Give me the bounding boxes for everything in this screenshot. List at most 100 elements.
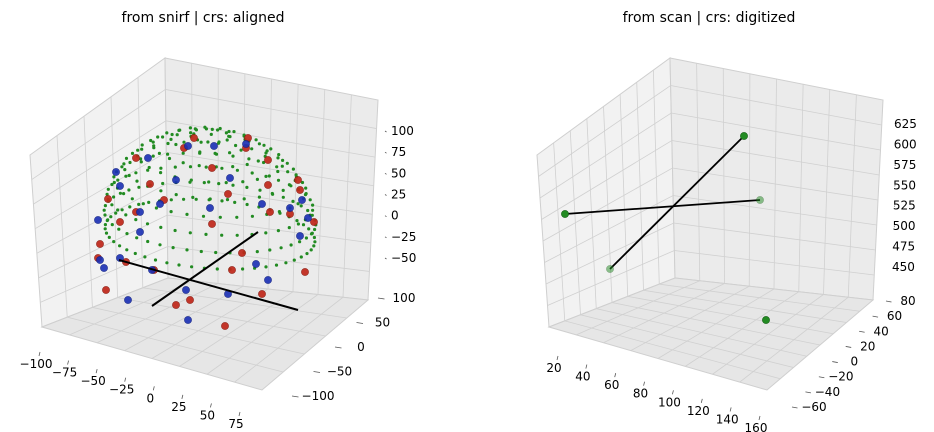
right-gridline-y bbox=[586, 118, 807, 357]
left-source-marker bbox=[96, 240, 104, 248]
right-x-tick-label: 120 bbox=[687, 404, 710, 418]
left-channel-point bbox=[241, 180, 245, 184]
left-channel-point bbox=[255, 250, 259, 254]
left-channel-point bbox=[210, 127, 214, 131]
left-gridline-y bbox=[110, 96, 326, 337]
left-channel-point bbox=[281, 195, 285, 199]
left-channel-point bbox=[104, 231, 109, 235]
left-channel-point bbox=[281, 158, 285, 162]
left-channel-point bbox=[313, 240, 317, 244]
left-source-marker bbox=[208, 220, 216, 228]
right-x-tick-label: 60 bbox=[604, 378, 619, 392]
left-channel-point bbox=[214, 152, 219, 156]
left-channel-point bbox=[312, 244, 316, 248]
right-y-tick-mark bbox=[872, 315, 879, 318]
right-z-tick-label: 575 bbox=[893, 158, 916, 172]
left-source-marker bbox=[301, 268, 309, 276]
right-chart-title: from scan | crs: digitized bbox=[623, 10, 796, 26]
right-fiducial-marker bbox=[756, 196, 764, 204]
left-source-marker bbox=[228, 266, 236, 274]
left-y-tick-label: 100 bbox=[393, 291, 416, 305]
left-x-tick-mark bbox=[152, 386, 155, 391]
left-channel-point bbox=[224, 131, 228, 135]
left-source-marker bbox=[258, 290, 266, 298]
left-channel-point bbox=[225, 198, 230, 202]
left-x-tick-label: −75 bbox=[52, 366, 77, 380]
right-gridline-z bbox=[547, 250, 875, 306]
left-channel-point bbox=[310, 231, 314, 235]
left-channel-point bbox=[112, 240, 116, 244]
left-gridline-x bbox=[234, 94, 352, 383]
left-channel-point bbox=[231, 183, 235, 187]
left-channel-point bbox=[245, 162, 249, 167]
left-detector-marker bbox=[304, 214, 312, 222]
right-y-tick-mark bbox=[859, 330, 865, 333]
left-channel-point bbox=[169, 198, 173, 202]
left-gridline-z bbox=[36, 183, 373, 254]
left-channel-point bbox=[112, 195, 116, 199]
left-channel-point bbox=[301, 223, 306, 227]
right-y-tick-label: 0 bbox=[850, 355, 858, 369]
left-channel-point bbox=[127, 188, 131, 192]
left-detector-marker bbox=[242, 140, 250, 148]
left-channel-point bbox=[127, 173, 131, 178]
left-channel-point bbox=[207, 198, 211, 202]
left-y-tick-label: 0 bbox=[357, 340, 365, 354]
right-z-tick-label: 550 bbox=[893, 178, 916, 192]
left-channel-point bbox=[220, 233, 224, 237]
left-channel-point bbox=[303, 193, 308, 197]
left-x-tick-label: 50 bbox=[200, 408, 215, 422]
right-gridline-x bbox=[685, 84, 804, 367]
right-y-tick-mark bbox=[845, 346, 852, 348]
left-channel-point bbox=[110, 203, 114, 207]
left-channel-point bbox=[137, 202, 141, 206]
left-channel-point bbox=[147, 165, 151, 170]
left-channel-point bbox=[169, 137, 173, 141]
left-z-tick-label: −50 bbox=[391, 251, 416, 265]
left-channel-point bbox=[133, 251, 137, 256]
left-channel-point bbox=[313, 227, 317, 232]
right-x-tick-label: 100 bbox=[658, 395, 681, 409]
left-channel-point bbox=[202, 181, 206, 185]
left-channel-point bbox=[292, 258, 296, 262]
left-channel-point bbox=[110, 223, 114, 227]
right-x-tick-label: 40 bbox=[575, 370, 590, 384]
left-channel-point bbox=[268, 248, 272, 252]
left-channel-point bbox=[264, 265, 268, 269]
left-channel-point bbox=[275, 165, 279, 169]
left-z-tick-label: 25 bbox=[391, 188, 406, 202]
left-detector-marker bbox=[258, 200, 266, 208]
left-x-tick-label: −25 bbox=[109, 383, 134, 397]
left-channel-point bbox=[171, 246, 175, 250]
left-channel-point bbox=[218, 215, 222, 219]
left-source-marker bbox=[190, 134, 198, 142]
right-x-tick-mark bbox=[729, 407, 732, 412]
left-channel-point bbox=[203, 125, 207, 129]
left-x-tick-mark bbox=[38, 351, 41, 357]
left-channel-point bbox=[156, 135, 160, 139]
left-channel-point bbox=[185, 248, 189, 252]
left-channel-point bbox=[296, 202, 300, 206]
right-gridline-z bbox=[541, 140, 880, 220]
left-channel-point bbox=[114, 211, 118, 215]
left-y-tick-label: −100 bbox=[302, 389, 335, 403]
left-channel-point bbox=[116, 178, 120, 182]
right-axis-line bbox=[564, 199, 761, 215]
left-channel-point bbox=[231, 165, 235, 169]
left-channel-point bbox=[235, 215, 239, 219]
left-source-marker bbox=[264, 156, 272, 164]
left-channel-point bbox=[233, 200, 237, 204]
right-grid bbox=[538, 63, 882, 383]
right-z-tick-mark bbox=[895, 123, 897, 126]
right-gridline-z bbox=[544, 195, 877, 263]
left-channel-point bbox=[153, 258, 158, 262]
left-channel-point bbox=[123, 168, 127, 172]
left-channel-point bbox=[154, 206, 158, 210]
left-detector-marker bbox=[124, 296, 132, 304]
left-channel-point bbox=[214, 250, 218, 255]
left-channel-point bbox=[149, 138, 153, 143]
right-fiducial-marker bbox=[762, 316, 770, 324]
left-channel-point bbox=[103, 227, 107, 231]
left-channel-point bbox=[306, 208, 310, 213]
left-channel-point bbox=[264, 151, 268, 155]
